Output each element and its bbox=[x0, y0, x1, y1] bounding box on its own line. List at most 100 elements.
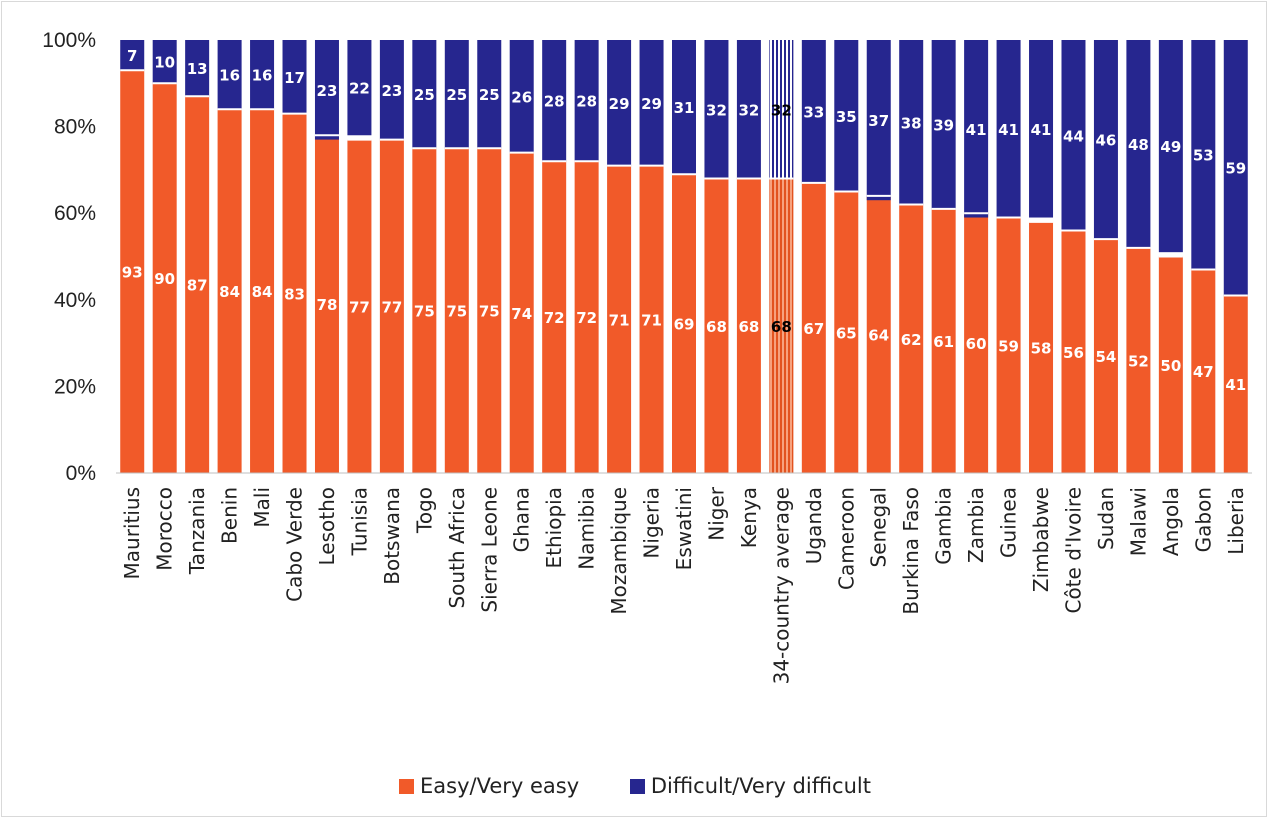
bar-segment-difficult bbox=[1158, 40, 1183, 253]
bar-segment-difficult bbox=[509, 40, 534, 153]
x-tick-label: Mauritius bbox=[120, 487, 144, 579]
data-label-easy: 68 bbox=[738, 318, 759, 336]
data-label-easy: 71 bbox=[609, 311, 630, 329]
bar-segment-difficult bbox=[996, 40, 1021, 218]
bar-segment-easy bbox=[639, 165, 664, 473]
bar-segment-difficult bbox=[769, 40, 794, 179]
data-label-difficult: 59 bbox=[1225, 160, 1246, 178]
bar-segment-difficult bbox=[412, 40, 437, 149]
bar-segment-easy bbox=[931, 208, 956, 473]
legend-swatch-easy bbox=[399, 778, 415, 794]
bar-segment-difficult bbox=[250, 40, 275, 110]
x-tick-label: Togo bbox=[412, 487, 436, 534]
x-tick-label: Zambia bbox=[964, 487, 988, 563]
x-tick-label: Gabon bbox=[1191, 487, 1215, 552]
bar-segment-difficult bbox=[120, 40, 145, 71]
bar-segment-easy bbox=[509, 152, 534, 473]
bar-segment-easy bbox=[704, 178, 729, 473]
data-label-easy: 87 bbox=[187, 277, 208, 295]
data-label-easy: 68 bbox=[771, 318, 792, 336]
data-label-difficult: 44 bbox=[1063, 127, 1084, 145]
x-tick-label: Lesotho bbox=[315, 487, 339, 566]
x-tick-label: Burkina Faso bbox=[899, 487, 923, 615]
bar-segment-difficult bbox=[639, 40, 664, 166]
x-tick-label: Cabo Verde bbox=[283, 487, 307, 602]
bar-segment-easy bbox=[769, 178, 794, 473]
bar-segment-easy bbox=[1061, 230, 1086, 473]
data-label-easy: 58 bbox=[1031, 339, 1052, 357]
legend: Easy/Very easy Difficult/Very difficult bbox=[0, 774, 1270, 799]
data-label-easy: 65 bbox=[836, 324, 857, 342]
data-label-easy: 56 bbox=[1063, 344, 1084, 362]
x-tick-label: Gambia bbox=[932, 487, 956, 565]
x-tick-label: Mali bbox=[250, 487, 274, 528]
bar-segment-difficult bbox=[1126, 40, 1151, 248]
x-tick-label: Eswatini bbox=[672, 487, 696, 570]
x-tick-label: Guinea bbox=[997, 487, 1021, 558]
x-tick-label: Benin bbox=[218, 487, 242, 544]
bar-segment-easy bbox=[217, 109, 242, 473]
bar-segment-easy bbox=[801, 182, 826, 473]
bar-segment-difficult bbox=[1029, 40, 1054, 218]
x-tick-label: Côte d'Ivoire bbox=[1061, 487, 1085, 614]
x-axis: Mauritius Morocco Tanzania Benin Mali Cabo Ve… bbox=[116, 472, 1252, 684]
bar-segment-difficult bbox=[704, 40, 729, 179]
data-label-difficult: 32 bbox=[738, 101, 759, 119]
bar-segment-easy bbox=[866, 195, 891, 473]
data-label-easy: 68 bbox=[706, 318, 727, 336]
bar-segment-easy bbox=[1158, 256, 1183, 473]
x-tick-label: Zimbabwe bbox=[1029, 487, 1053, 592]
x-tick-label: Cameroon bbox=[834, 487, 858, 590]
x-tick-label: Niger bbox=[704, 486, 728, 541]
bar-segment-difficult bbox=[347, 40, 372, 136]
bar-segment-difficult bbox=[801, 40, 826, 183]
bar-segment-difficult bbox=[866, 40, 891, 201]
data-label-difficult: 16 bbox=[252, 67, 273, 85]
legend-item-difficult: Difficult/Very difficult bbox=[629, 774, 871, 798]
y-tick-label: 20% bbox=[54, 375, 96, 398]
data-label-difficult: 31 bbox=[674, 99, 695, 117]
bar-segment-difficult bbox=[444, 40, 469, 149]
data-label-easy: 59 bbox=[998, 337, 1019, 355]
legend-label-difficult: Difficult/Very difficult bbox=[650, 774, 871, 798]
x-tick-label: South Africa bbox=[445, 487, 469, 609]
data-label-difficult: 29 bbox=[609, 95, 630, 113]
data-label-difficult: 41 bbox=[1031, 121, 1052, 139]
data-label-difficult: 48 bbox=[1128, 136, 1149, 154]
data-label-easy: 93 bbox=[122, 264, 143, 282]
data-label-difficult: 33 bbox=[803, 103, 824, 121]
bar-segment-easy bbox=[1093, 239, 1118, 473]
x-tick-label: Nigeria bbox=[640, 487, 664, 559]
bar-segment-difficult bbox=[607, 40, 632, 166]
legend-item-easy: Easy/Very easy bbox=[399, 774, 579, 798]
data-label-easy: 75 bbox=[479, 303, 500, 321]
bar-segment-easy bbox=[444, 148, 469, 473]
data-label-difficult: 16 bbox=[219, 67, 240, 85]
bar-segment-difficult bbox=[736, 40, 761, 179]
x-tick-label: Sierra Leone bbox=[477, 487, 501, 613]
bar-segment-easy bbox=[996, 217, 1021, 473]
bar-segment-easy bbox=[542, 161, 567, 474]
bar-segment-difficult bbox=[1093, 40, 1118, 240]
x-tick-label: Liberia bbox=[1224, 487, 1248, 555]
x-tick-label: 34-country average bbox=[769, 487, 793, 684]
data-label-difficult: 29 bbox=[641, 95, 662, 113]
bar-segment-difficult bbox=[542, 40, 567, 162]
bar-segment-easy bbox=[120, 70, 145, 473]
bar-segment-easy bbox=[347, 139, 372, 473]
x-tick-label: Kenya bbox=[737, 487, 761, 548]
data-label-difficult: 32 bbox=[771, 101, 792, 119]
data-label-easy: 78 bbox=[317, 296, 338, 314]
data-label-difficult: 22 bbox=[349, 80, 370, 98]
data-label-easy: 77 bbox=[381, 298, 402, 316]
data-label-difficult: 41 bbox=[998, 121, 1019, 139]
x-tick-label: Malawi bbox=[1126, 487, 1150, 556]
bar-segment-easy bbox=[899, 204, 924, 474]
y-axis: 0% 20% 40% 60% 80% 100% bbox=[42, 29, 96, 485]
bar-segment-difficult bbox=[217, 40, 242, 110]
bar-segment-easy bbox=[282, 113, 307, 474]
data-label-difficult: 32 bbox=[706, 101, 727, 119]
data-label-difficult: 35 bbox=[836, 108, 857, 126]
bar-segment-difficult bbox=[574, 40, 599, 162]
bar-segment-difficult bbox=[834, 40, 859, 192]
